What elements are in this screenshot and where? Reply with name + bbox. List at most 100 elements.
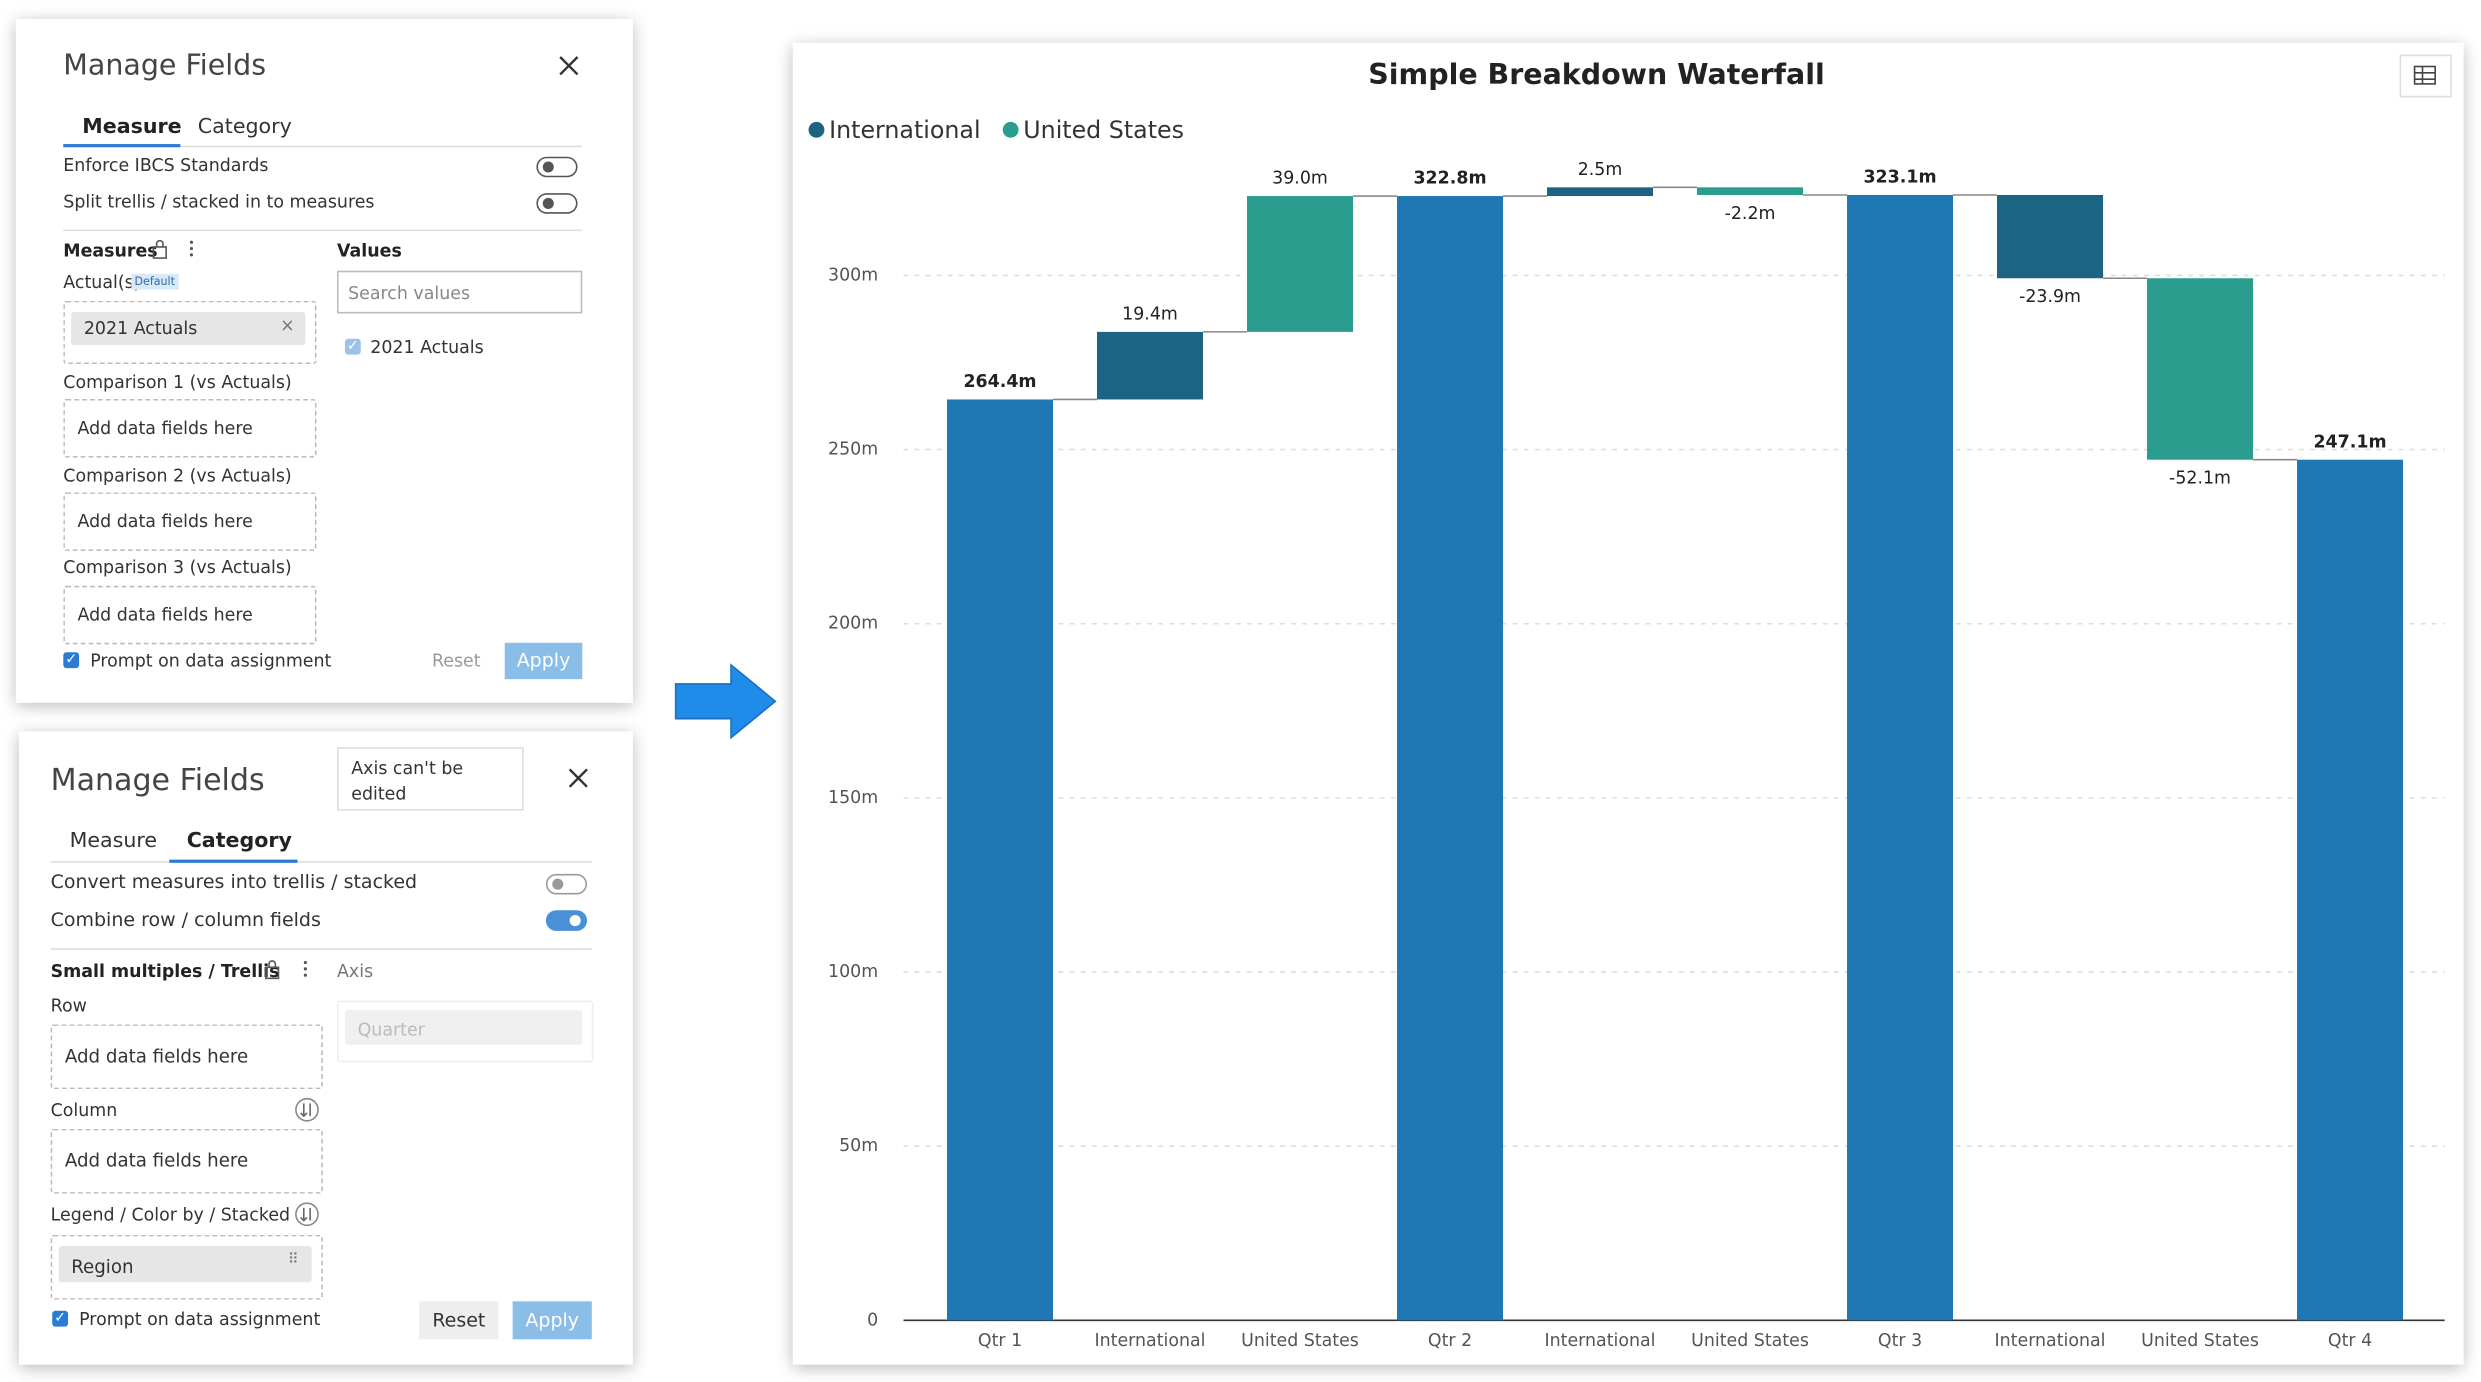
drop-zone[interactable] <box>63 585 317 645</box>
placeholder: Add data fields here <box>77 511 253 532</box>
legend-label: International <box>829 116 980 144</box>
section-label: Small multiples / Trellis <box>50 960 280 982</box>
field-chip[interactable] <box>58 1245 312 1283</box>
divider <box>50 861 592 863</box>
checkbox[interactable]: ✓ <box>63 652 80 669</box>
x-tick-label: Qtr 2 <box>1428 1331 1472 1351</box>
checkbox[interactable]: ✓ <box>344 338 361 355</box>
apply-button[interactable]: Apply <box>504 642 583 680</box>
sort-icon[interactable] <box>294 1097 319 1122</box>
field-chip[interactable] <box>71 311 306 346</box>
chart-title: Simple Breakdown Waterfall <box>1368 58 1824 91</box>
y-tick-label: 50m <box>839 1136 878 1156</box>
data-label: -52.1m <box>2169 469 2231 489</box>
toggle[interactable] <box>545 873 588 895</box>
tooltip: Axis can't be edited <box>337 747 524 811</box>
tab[interactable]: Category <box>186 829 292 854</box>
divider <box>63 145 583 148</box>
x-tick-label: United States <box>2141 1331 2259 1351</box>
toggle[interactable] <box>536 193 578 214</box>
data-label: 322.8m <box>1413 169 1486 189</box>
x-tick-label: United States <box>1691 1331 1809 1351</box>
search-box[interactable] <box>337 270 583 314</box>
toggle[interactable] <box>536 156 578 178</box>
bar <box>1097 331 1204 400</box>
checkbox-label: Prompt on data assignment <box>79 1309 321 1330</box>
x-tick-label: Qtr 1 <box>978 1331 1022 1351</box>
legend-swatch <box>1002 121 1019 138</box>
y-tick-label: 300m <box>828 265 878 285</box>
reset-button[interactable]: Reset <box>431 650 481 672</box>
search-placeholder: Search values <box>348 283 471 304</box>
bar <box>1847 195 1954 1321</box>
field-label: Legend / Color by / Stacked <box>50 1204 291 1226</box>
checkbox-label: Prompt on data assignment <box>90 650 332 672</box>
tab[interactable]: Measure <box>82 115 182 140</box>
remove-icon[interactable]: × <box>280 315 295 336</box>
placeholder: Add data fields here <box>77 417 253 439</box>
section-icons <box>152 239 194 259</box>
drop-zone[interactable] <box>63 492 317 551</box>
category-panel: Manage Fields Axis can't be edited Measu… <box>18 731 633 1365</box>
close-button[interactable] <box>559 55 580 76</box>
x-tick-label: Qtr 3 <box>1878 1331 1922 1351</box>
data-label: 2.5m <box>1578 160 1623 180</box>
tab[interactable]: Measure <box>69 829 158 854</box>
drop-zone[interactable] <box>50 1128 323 1194</box>
drop-zone[interactable] <box>50 1024 323 1090</box>
data-label: 39.0m <box>1272 169 1328 189</box>
field-label: Actual(s) <box>63 272 141 293</box>
section-label: Axis <box>337 960 374 982</box>
x-tick-label: International <box>1095 1331 1206 1351</box>
field-label: Comparison 2 (vs Actuals) <box>63 465 292 487</box>
tab-underline <box>169 859 298 863</box>
data-label: -2.2m <box>1725 204 1776 224</box>
field-chip-label: Region <box>71 1255 134 1278</box>
checkbox[interactable]: ✓ <box>52 1310 69 1327</box>
drop-zone[interactable] <box>63 398 317 458</box>
drag-handle[interactable]: ⠿ <box>287 1252 299 1269</box>
drop-zone[interactable] <box>63 300 317 365</box>
bar <box>947 399 1054 1321</box>
x-tick-label: United States <box>1241 1331 1359 1351</box>
field-chip <box>344 1010 583 1045</box>
legend-label: United States <box>1023 116 1184 144</box>
section-label: Values <box>337 240 402 262</box>
divider <box>50 948 592 950</box>
apply-button[interactable]: Apply <box>512 1301 592 1340</box>
x-tick-label: International <box>1545 1331 1656 1351</box>
table-icon[interactable] <box>2399 54 2452 98</box>
toggle[interactable] <box>545 910 588 931</box>
bar <box>1247 196 1354 332</box>
sort-icon[interactable] <box>294 1202 319 1227</box>
bar <box>1547 187 1654 197</box>
bar <box>1397 196 1504 1321</box>
tab[interactable]: Category <box>197 115 292 140</box>
arrow <box>674 663 777 740</box>
chart: Simple Breakdown Waterfall International… <box>808 54 2452 1351</box>
legend-swatch <box>808 121 825 138</box>
field-chip-label: 2021 Actuals <box>83 318 198 339</box>
data-label: 264.4m <box>963 372 1036 392</box>
placeholder: Add data fields here <box>77 604 253 626</box>
y-tick-label: 150m <box>828 788 878 808</box>
divider <box>63 229 583 232</box>
data-label: -23.9m <box>2019 287 2081 307</box>
field-label: Comparison 3 (vs Actuals) <box>63 557 292 578</box>
data-label: 323.1m <box>1863 168 1936 188</box>
reset-button[interactable]: Reset <box>419 1301 499 1340</box>
data-label: 19.4m <box>1122 304 1178 324</box>
field-chip-label: Quarter <box>357 1019 425 1041</box>
bar <box>2147 278 2254 460</box>
drop-zone[interactable] <box>50 1234 323 1300</box>
option-label: Combine row / column fields <box>50 908 321 931</box>
bar <box>1697 187 1804 196</box>
panel-title: Manage Fields <box>50 763 265 798</box>
y-tick-label: 200m <box>828 614 878 634</box>
close-button[interactable] <box>568 768 589 789</box>
field-label: Row <box>50 995 87 1017</box>
data-label: 247.1m <box>2313 432 2386 452</box>
option-label: Split trellis / stacked in to measures <box>63 191 375 213</box>
section-icons <box>265 960 307 980</box>
